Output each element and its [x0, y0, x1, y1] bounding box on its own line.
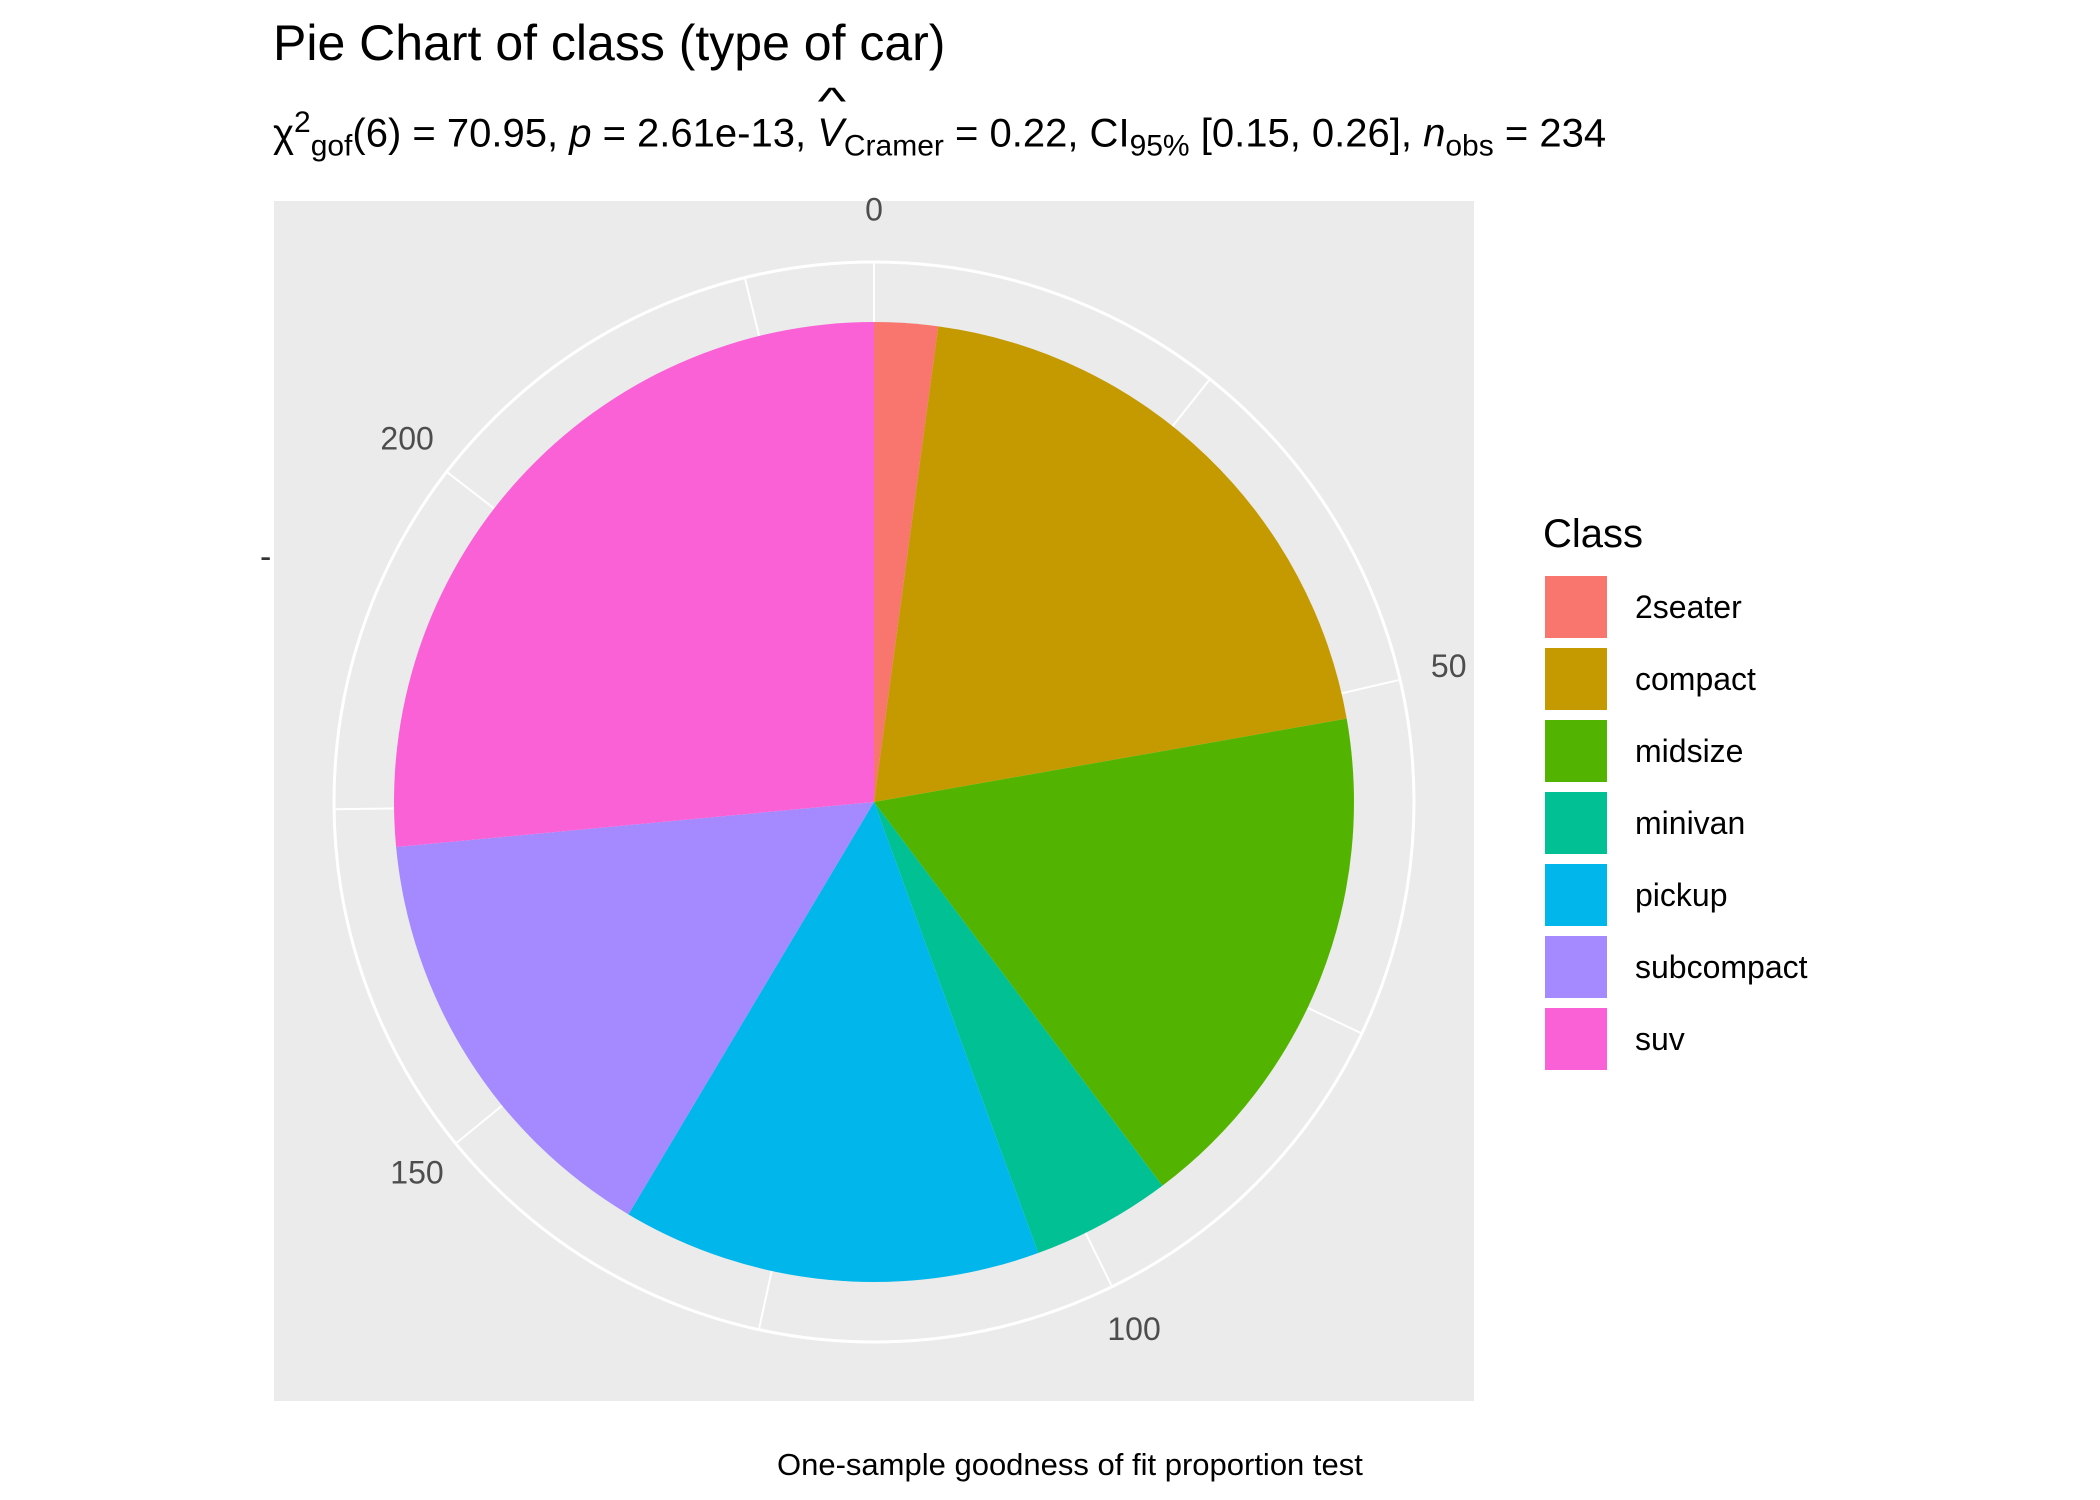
pie-slice-midsize	[874, 718, 1354, 1186]
n-value: = 234	[1493, 111, 1607, 156]
legend-item-pickup: pickup	[1543, 859, 1808, 931]
legend-item-compact: compact	[1543, 643, 1808, 715]
p-value: = 2.61e-13,	[591, 111, 818, 156]
legend-items: 2seater compact midsize minivan pickup subcom…	[1543, 571, 1808, 1075]
chi-superscript: 2	[294, 106, 311, 139]
v-label: V	[817, 111, 844, 156]
radial-tick-label: 150	[390, 1155, 443, 1191]
chi-symbol: χ	[273, 111, 294, 156]
radial-tick-label: 0	[865, 191, 883, 227]
legend-key	[1543, 934, 1609, 1000]
legend-item-midsize: midsize	[1543, 715, 1808, 787]
legend-label: compact	[1635, 660, 1756, 697]
pie-slice-2seater	[874, 322, 939, 802]
df-stat: (6) = 70.95,	[352, 111, 570, 156]
legend-key	[1543, 646, 1609, 712]
radial-tick-label: 50	[1431, 648, 1467, 684]
pie-slice-subcompact	[396, 802, 874, 1215]
legend-label: suv	[1635, 1020, 1685, 1057]
legend-item-minivan: minivan	[1543, 787, 1808, 859]
ci-value: [0.15, 0.26],	[1189, 111, 1424, 156]
pie-slice-minivan	[874, 802, 1163, 1254]
v-subscript: Cramer	[843, 129, 944, 163]
legend-key	[1543, 862, 1609, 928]
legend-item-suv: suv	[1543, 1003, 1808, 1075]
legend-item-2seater: 2seater	[1543, 571, 1808, 643]
legend-label: pickup	[1635, 876, 1728, 913]
legend-key	[1543, 790, 1609, 856]
pie-slice-suv	[393, 322, 874, 848]
y-axis-tick: -	[260, 538, 272, 576]
p-label: p	[569, 111, 592, 156]
chart-caption: One-sample goodness of fit proportion te…	[777, 1447, 1363, 1482]
chart-subtitle: χ2gof(6) = 70.95, p = 2.61e-13, VCramer …	[273, 106, 1606, 163]
legend-label: subcompact	[1635, 948, 1808, 985]
radial-tick-label: 200	[380, 421, 433, 457]
pie-slice-pickup	[628, 802, 1039, 1282]
pie-slice-compact	[874, 326, 1347, 802]
radial-tick-label: 100	[1107, 1311, 1160, 1347]
legend: Class 2seater compact midsize minivan pickup…	[1543, 512, 1808, 1075]
n-subscript: obs	[1445, 129, 1494, 163]
legend-label: 2seater	[1635, 588, 1742, 625]
n-label: n	[1423, 111, 1446, 156]
legend-key	[1543, 574, 1609, 640]
chi-subscript: gof	[310, 129, 353, 163]
legend-title: Class	[1543, 512, 1644, 556]
legend-label: minivan	[1635, 804, 1746, 841]
slice-layer	[393, 322, 1354, 1282]
legend-item-subcompact: subcompact	[1543, 931, 1808, 1003]
legend-key	[1543, 718, 1609, 784]
chart-title: Pie Chart of class (type of car)	[273, 15, 946, 71]
ci-subscript: 95%	[1129, 129, 1190, 163]
legend-key	[1543, 1006, 1609, 1072]
v-value: = 0.22, CI	[943, 111, 1130, 156]
tick-layer: 0 50 100 150 200	[380, 191, 1466, 1347]
legend-label: midsize	[1635, 732, 1744, 769]
